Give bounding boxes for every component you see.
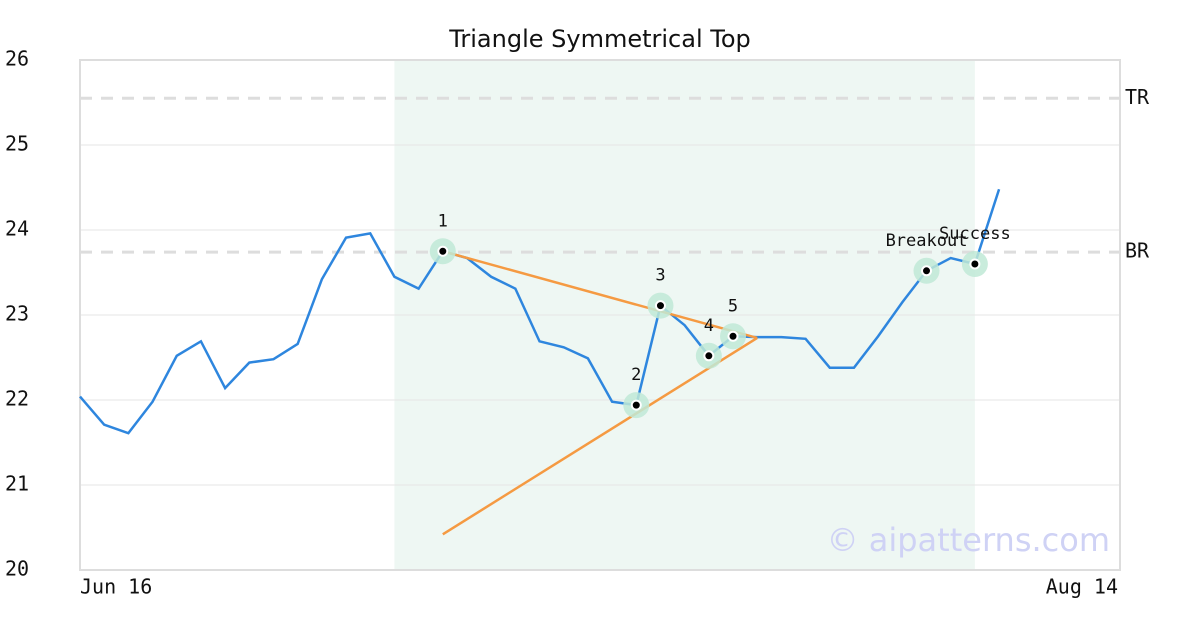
point [437,245,449,257]
chart-title: Triangle Symmetrical Top [448,25,751,53]
plot-frame [79,59,1121,571]
point [727,330,739,342]
level-label: BR [1125,239,1150,263]
x-tick-label: Jun 16 [80,575,152,599]
y-tick-label: 24 [5,217,29,241]
point-label: Breakout [886,231,968,251]
point-label: 4 [704,316,714,336]
watermark: © aipatterns.com [827,521,1110,559]
y-tick-label: 22 [5,387,29,411]
y-tick-label: 20 [5,557,29,581]
point [630,399,642,411]
y-tick-label: 25 [5,132,29,156]
y-tick-label: 21 [5,472,29,496]
y-tick-label: 23 [5,302,29,326]
x-tick-label: Aug 14 [1046,575,1118,599]
point [654,300,666,312]
trendline [442,336,758,536]
level-label: TR [1125,85,1150,109]
point-label: 1 [438,211,448,231]
point [703,350,715,362]
price-line [79,188,1001,435]
point-label: 5 [728,296,738,316]
y-tick-label: 26 [5,47,29,71]
point-label: Success [939,224,1011,244]
point-label: 2 [631,365,641,385]
point-label: 3 [655,266,665,286]
trendline [442,250,758,340]
point [969,258,981,270]
point [921,265,933,277]
